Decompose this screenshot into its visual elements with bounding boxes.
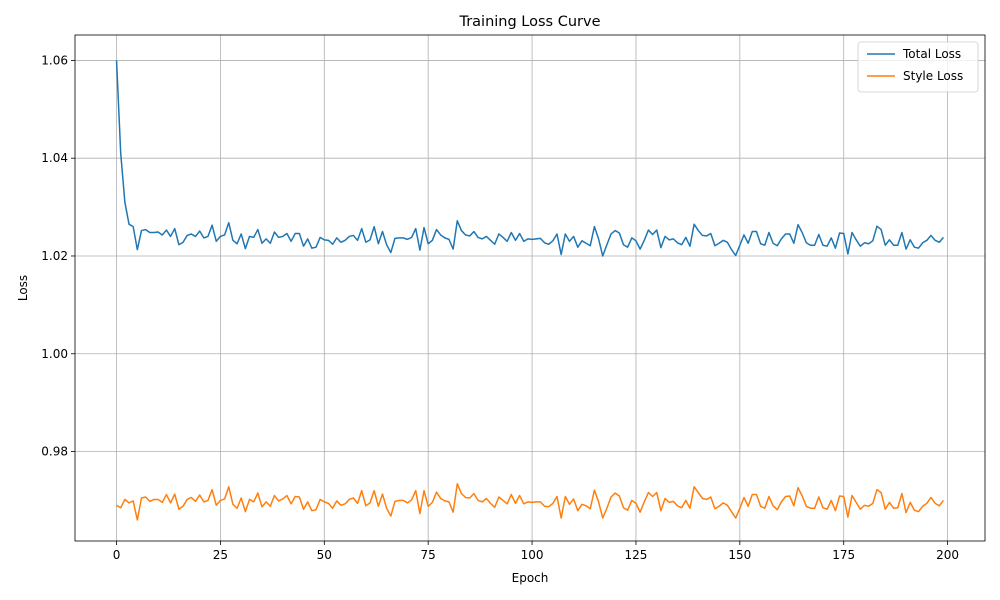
axis-ticks: 0 25 50 75 100 125 150 175 200 0.98 1.00 1.02 1.04 1.…: [41, 53, 959, 562]
y-axis-label: Loss: [16, 275, 30, 301]
x-tick-label: 175: [832, 548, 855, 562]
x-tick-label: 200: [936, 548, 959, 562]
total-loss-line: [115, 60, 945, 257]
legend-label-total-loss: Total Loss: [902, 47, 961, 61]
y-tick-label: 0.98: [41, 445, 68, 459]
x-axis-label: Epoch: [512, 571, 549, 585]
x-tick-label: 75: [421, 548, 436, 562]
x-tick-label: 0: [113, 548, 121, 562]
y-tick-label: 1.00: [41, 347, 68, 361]
series-lines: [115, 60, 945, 521]
y-tick-label: 1.02: [41, 249, 68, 263]
chart-title: Training Loss Curve: [458, 14, 600, 30]
y-tick-label: 1.06: [41, 53, 68, 67]
x-tick-label: 150: [728, 548, 751, 562]
legend-label-style-loss: Style Loss: [903, 69, 963, 83]
x-tick-label: 25: [213, 548, 228, 562]
y-tick-label: 1.04: [41, 151, 68, 165]
grid: [75, 35, 985, 541]
x-tick-label: 100: [521, 548, 544, 562]
plot-frame: [74, 34, 986, 542]
x-tick-label: 125: [625, 548, 648, 562]
x-tick-label: 50: [317, 548, 332, 562]
style-loss-line: [116, 483, 945, 521]
legend: Total Loss Style Loss: [857, 41, 979, 93]
